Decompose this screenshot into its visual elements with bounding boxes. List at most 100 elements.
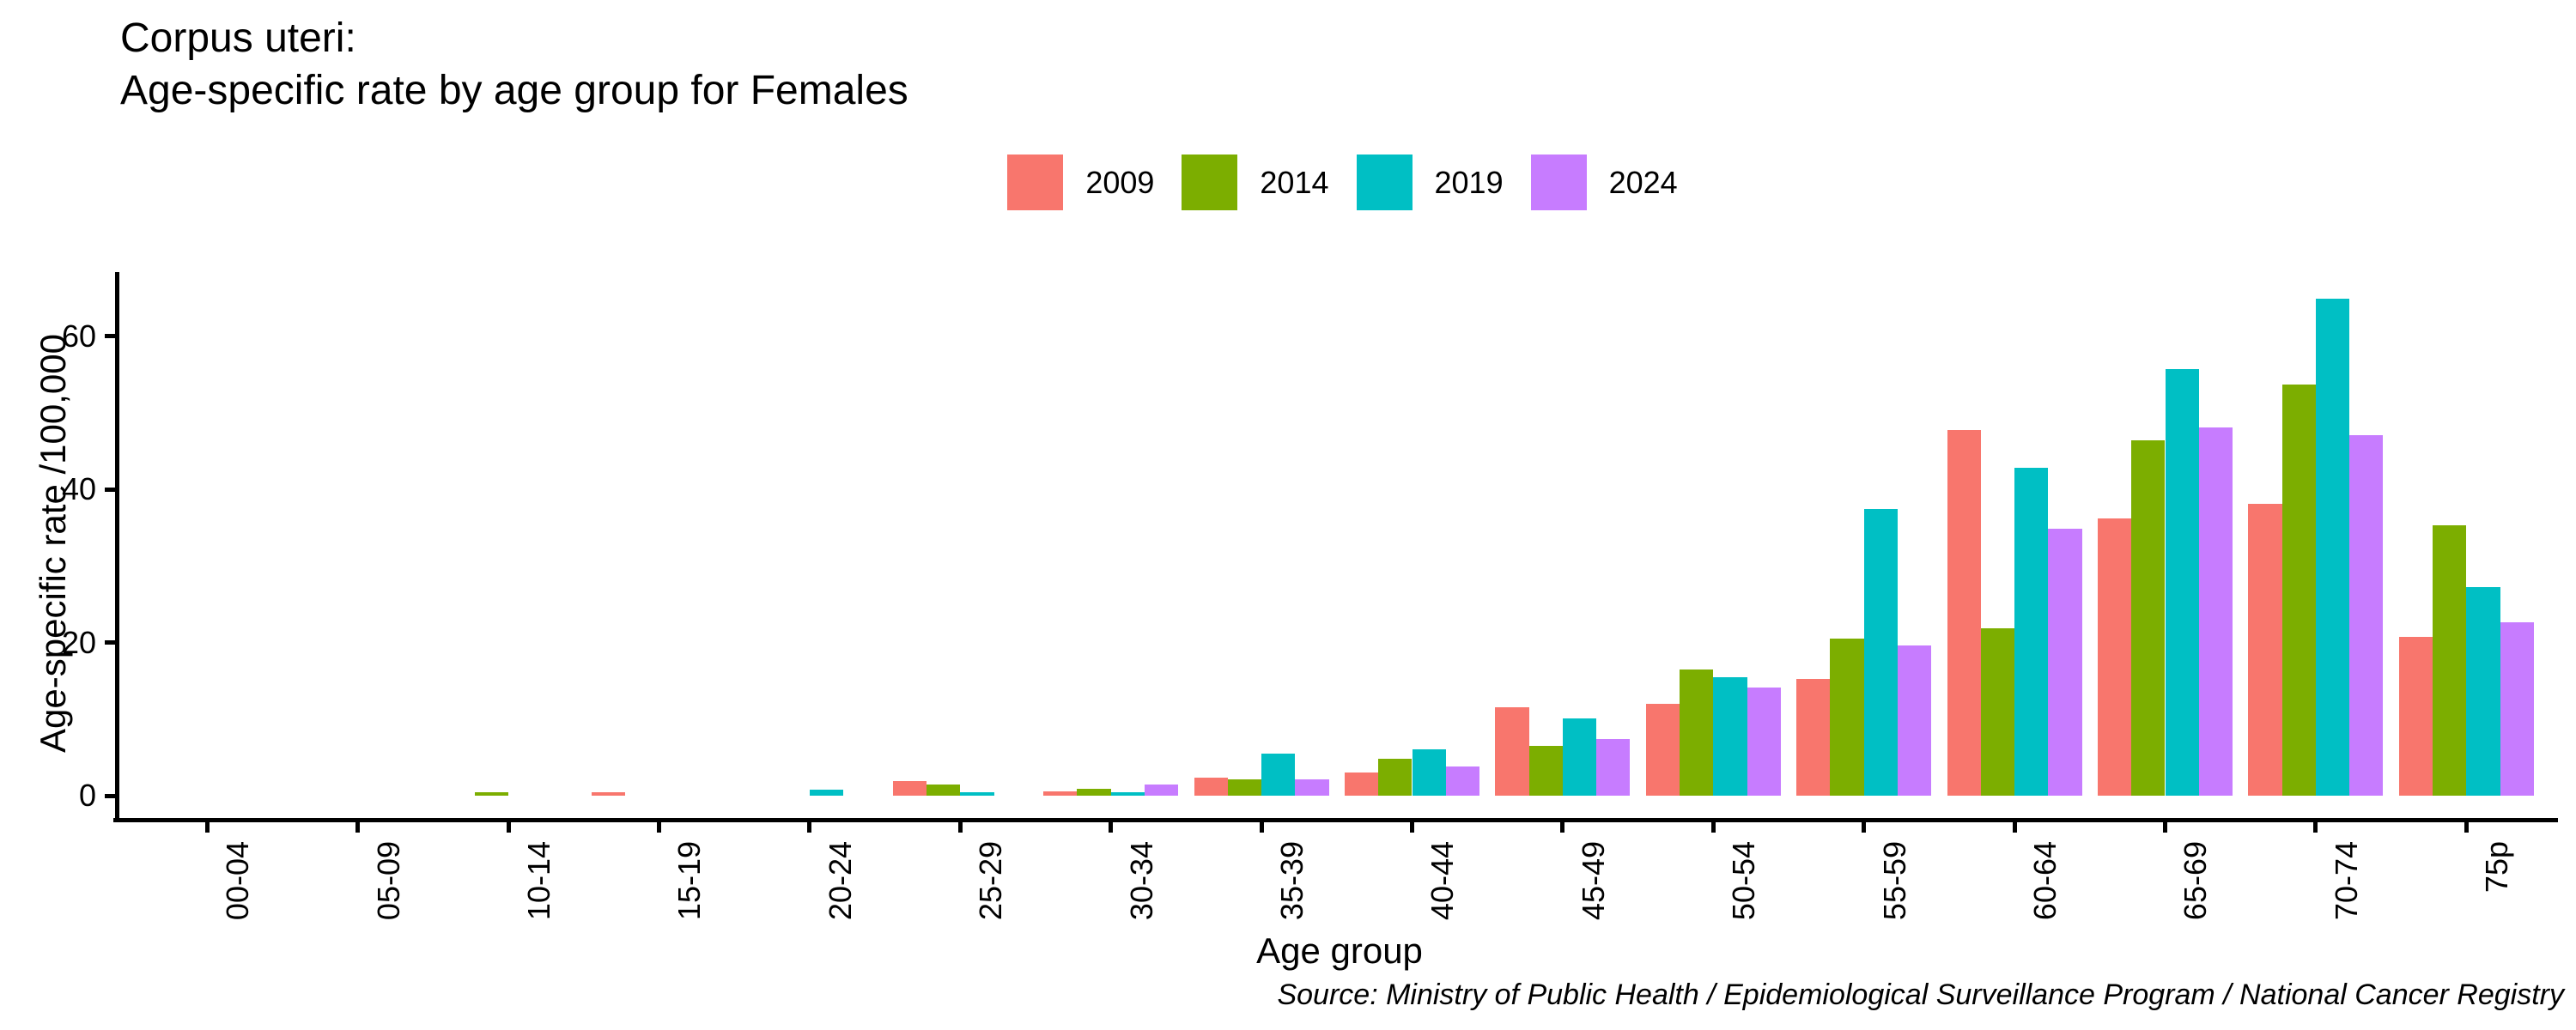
x-tick-label: 30-34 xyxy=(1123,841,1159,921)
x-tick-mark xyxy=(506,822,511,833)
bar-2024-45-49 xyxy=(1596,738,1631,796)
bar-2024-70-74 xyxy=(2349,435,2384,796)
legend-item-2014: 2014 xyxy=(1182,154,1329,210)
bar-2009-70-74 xyxy=(2248,503,2282,796)
bar-2019-25-29 xyxy=(960,791,994,796)
bar-2009-40-44 xyxy=(1344,772,1379,796)
x-tick-label: 00-04 xyxy=(220,841,256,921)
x-tick-label: 45-49 xyxy=(1575,841,1611,921)
bar-2009-15-19 xyxy=(591,791,626,796)
x-tick-mark xyxy=(807,822,812,833)
bar-2019-20-24 xyxy=(809,789,844,796)
x-tick-mark xyxy=(2012,822,2017,833)
bar-2024-60-64 xyxy=(2048,529,2082,796)
bar-2009-35-39 xyxy=(1194,778,1228,796)
bar-2014-25-29 xyxy=(927,784,961,796)
x-tick-mark xyxy=(204,822,210,833)
x-axis-line xyxy=(113,818,2558,822)
x-tick-mark xyxy=(355,822,361,833)
bar-2019-70-74 xyxy=(2315,299,2350,796)
x-tick-label: 65-69 xyxy=(2178,841,2214,921)
legend-item-2019: 2019 xyxy=(1356,154,1504,210)
bar-2019-30-34 xyxy=(1110,792,1145,796)
x-tick-mark xyxy=(1560,822,1565,833)
y-tick-label: 40 xyxy=(61,471,96,507)
y-tick-mark xyxy=(105,640,115,645)
bar-2009-30-34 xyxy=(1043,791,1078,796)
x-tick-mark xyxy=(957,822,963,833)
legend-swatch-2024 xyxy=(1530,154,1587,210)
x-tick-label: 05-09 xyxy=(370,841,406,921)
y-tick-mark xyxy=(105,334,115,338)
x-tick-label: 15-19 xyxy=(671,841,708,921)
bar-2019-35-39 xyxy=(1261,753,1296,796)
legend-label: 2014 xyxy=(1260,164,1329,200)
bar-2014-70-74 xyxy=(2281,385,2316,796)
bar-2014-10-14 xyxy=(474,791,509,796)
chart-title: Corpus uteri: Age-specific rate by age g… xyxy=(120,12,908,118)
y-axis-line xyxy=(115,272,119,822)
bar-2019-75p xyxy=(2466,587,2500,796)
x-axis-title: Age group xyxy=(1256,930,1423,971)
legend-label: 2009 xyxy=(1085,164,1155,200)
bar-2024-40-44 xyxy=(1445,766,1480,796)
x-tick-label: 25-29 xyxy=(973,841,1009,921)
x-tick-mark xyxy=(2313,822,2318,833)
bar-2019-45-49 xyxy=(1562,718,1597,796)
bar-2019-55-59 xyxy=(1863,509,1898,796)
source-note: Source: Ministry of Public Health / Epid… xyxy=(1277,978,2564,1011)
bar-2009-25-29 xyxy=(892,781,927,796)
bar-2019-40-44 xyxy=(1412,749,1446,796)
y-tick-label: 20 xyxy=(61,624,96,660)
bar-2014-35-39 xyxy=(1227,779,1262,796)
bar-2024-30-34 xyxy=(1145,784,1179,796)
legend-item-2024: 2024 xyxy=(1530,154,1678,210)
legend-item-2009: 2009 xyxy=(1007,154,1154,210)
y-tick-label: 60 xyxy=(61,318,96,354)
bar-2014-50-54 xyxy=(1680,669,1714,796)
x-tick-label: 75p xyxy=(2479,841,2515,894)
y-tick-mark xyxy=(105,487,115,492)
bar-2014-45-49 xyxy=(1528,745,1563,796)
bar-2009-55-59 xyxy=(1796,679,1831,796)
bar-2019-65-69 xyxy=(2165,368,2199,796)
y-axis-title: Age-specific rate /100,000 xyxy=(33,334,73,753)
bar-2014-60-64 xyxy=(1980,628,2015,796)
bar-2024-75p xyxy=(2500,622,2534,796)
plot-panel xyxy=(118,272,2567,796)
bar-2019-60-64 xyxy=(2014,467,2049,796)
bar-2014-65-69 xyxy=(2131,439,2166,796)
bar-2014-55-59 xyxy=(1830,638,1864,796)
bar-2024-55-59 xyxy=(1898,645,1932,796)
legend-swatch-2009 xyxy=(1007,154,1064,210)
legend-label: 2019 xyxy=(1434,164,1504,200)
bar-2009-45-49 xyxy=(1495,707,1529,796)
bar-2009-65-69 xyxy=(2097,518,2132,796)
x-tick-mark xyxy=(2163,822,2167,833)
x-tick-label: 20-24 xyxy=(822,841,858,921)
bar-2024-50-54 xyxy=(1747,688,1781,796)
x-tick-mark xyxy=(1710,822,1716,833)
x-tick-mark xyxy=(1862,822,1867,833)
x-tick-label: 55-59 xyxy=(1876,841,1912,921)
x-tick-label: 70-74 xyxy=(2328,841,2364,921)
y-tick-label: 0 xyxy=(78,778,96,814)
bar-2024-65-69 xyxy=(2198,427,2233,796)
bar-2009-60-64 xyxy=(1947,430,1981,796)
x-tick-mark xyxy=(1109,822,1114,833)
x-tick-mark xyxy=(657,822,661,833)
x-tick-label: 50-54 xyxy=(1726,841,1762,921)
x-tick-mark xyxy=(1259,822,1264,833)
x-tick-label: 60-64 xyxy=(2027,841,2063,921)
legend-swatch-2014 xyxy=(1182,154,1238,210)
bar-2009-50-54 xyxy=(1645,703,1680,796)
legend-swatch-2019 xyxy=(1356,154,1413,210)
bar-2019-50-54 xyxy=(1713,677,1747,796)
legend-label: 2024 xyxy=(1608,164,1678,200)
bar-2024-35-39 xyxy=(1295,779,1329,796)
x-tick-mark xyxy=(1410,822,1414,833)
chart-title-line-2: Age-specific rate by age group for Femal… xyxy=(120,68,908,114)
x-tick-mark xyxy=(2464,822,2469,833)
bar-2014-40-44 xyxy=(1378,759,1413,796)
